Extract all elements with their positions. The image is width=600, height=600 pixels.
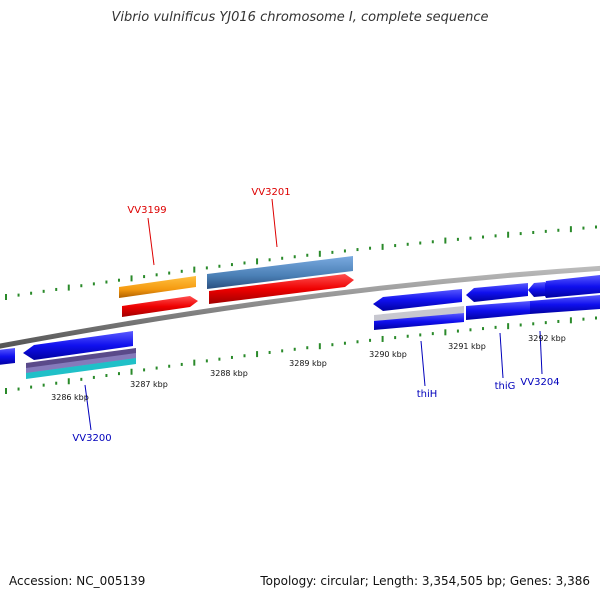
gene-vv3199-orange[interactable] (119, 276, 196, 298)
leader-vv3201 (271, 198, 278, 248)
gene-vv3199-red[interactable] (122, 296, 198, 317)
gene-vv3201-steel[interactable] (207, 256, 353, 289)
gene-left-edge-blue[interactable] (0, 348, 15, 365)
leader-thih (420, 340, 426, 387)
label-vv3204: VV3204 (520, 377, 559, 388)
gene-thih-lower-blue[interactable] (374, 313, 464, 330)
label-thih: thiH (417, 389, 438, 400)
gene-thih-blue[interactable] (373, 289, 462, 311)
upper-tick-row (5, 225, 597, 300)
gene-vv3200-blue[interactable] (23, 331, 133, 360)
scale-label-3292: 3292 kbp (528, 334, 566, 343)
lower-tick-row (5, 316, 597, 394)
leader-thig (499, 332, 504, 379)
scale-label-3286: 3286 kbp (51, 393, 89, 402)
accession-text: Accession: NC_005139 (9, 574, 146, 588)
scale-label-3288: 3288 kbp (210, 369, 248, 378)
label-thig: thiG (495, 381, 516, 392)
scale-label-3291: 3291 kbp (448, 342, 486, 351)
label-vv3201: VV3201 (251, 187, 290, 198)
topology-summary: Topology: circular; Length: 3,354,505 bp… (260, 574, 590, 588)
leader-vv3199 (147, 217, 155, 266)
scale-label-3289: 3289 kbp (289, 359, 327, 368)
gene-thih-grey[interactable] (374, 306, 464, 322)
genome-backbone (0, 265, 600, 349)
leader-vv3204 (539, 330, 543, 375)
gene-vv3200-cyan[interactable] (26, 358, 136, 379)
gene-thig-lower-blue[interactable] (466, 301, 530, 320)
map-title: Vibrio vulnificus YJ016 chromosome I, co… (111, 10, 489, 25)
gene-vv3204-lower-blue[interactable] (530, 295, 600, 314)
scale-label-3287: 3287 kbp (130, 380, 168, 389)
gene-thig-blue[interactable] (466, 283, 528, 302)
gene-vv3201-red[interactable] (209, 274, 354, 304)
label-vv3199: VV3199 (127, 205, 166, 216)
gene-vv3204-top-blue[interactable] (542, 275, 600, 298)
scale-label-3290: 3290 kbp (369, 350, 407, 359)
label-vv3200: VV3200 (72, 433, 111, 444)
leader-vv3200 (84, 384, 92, 431)
gene-small-top-blue[interactable] (528, 282, 545, 297)
